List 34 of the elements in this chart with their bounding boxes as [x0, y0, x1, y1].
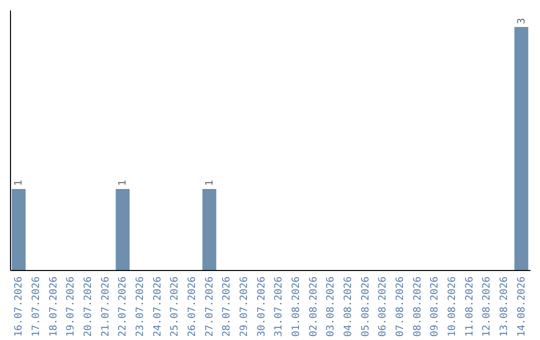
x-tick-label: 19.07.2026 — [66, 276, 77, 337]
x-tick-label: 31.07.2026 — [274, 276, 285, 337]
data-label: 1 — [204, 180, 216, 186]
x-tick-label: 07.08.2026 — [395, 276, 406, 337]
x-tick-label: 16.07.2026 — [14, 276, 25, 337]
x-tick-label: 03.08.2026 — [326, 276, 337, 337]
x-tick-label: 28.07.2026 — [222, 276, 233, 337]
x-tick-label: 11.08.2026 — [464, 276, 476, 337]
data-label: 1 — [14, 180, 25, 186]
x-tick-label: 17.07.2026 — [31, 276, 42, 337]
x-tick-label: 23.07.2026 — [135, 276, 146, 337]
data-label: 3 — [516, 18, 528, 24]
x-tick-label: 30.07.2026 — [256, 276, 268, 337]
x-tick-label: 25.07.2026 — [170, 276, 181, 337]
x-tick-label: 10.08.2026 — [447, 276, 458, 337]
x-tick-label: 01.08.2026 — [291, 276, 302, 337]
x-tick-label: 27.07.2026 — [204, 276, 216, 337]
x-tick-label: 29.07.2026 — [239, 276, 250, 337]
x-tick-label: 26.07.2026 — [187, 276, 198, 337]
x-tick-label: 20.07.2026 — [83, 276, 94, 337]
x-tick-label: 04.08.2026 — [343, 276, 354, 337]
x-tick-label: 05.08.2026 — [360, 276, 372, 337]
x-tick-label: 21.07.2026 — [100, 276, 112, 337]
x-tick-label: 14.08.2026 — [516, 276, 528, 337]
x-tick-label: 13.08.2026 — [499, 276, 510, 337]
x-tick-label: 09.08.2026 — [430, 276, 441, 337]
x-tick-label: 12.08.2026 — [482, 276, 493, 337]
x-tick-label: 08.08.2026 — [412, 276, 424, 337]
x-tick-label: 24.07.2026 — [152, 276, 164, 337]
x-tick-label: 18.07.2026 — [48, 276, 60, 337]
x-tick-label: 06.08.2026 — [378, 276, 389, 337]
x-tick-label: 02.08.2026 — [308, 276, 320, 337]
x-tick-label: 22.07.2026 — [118, 276, 129, 337]
data-label: 1 — [118, 180, 129, 186]
